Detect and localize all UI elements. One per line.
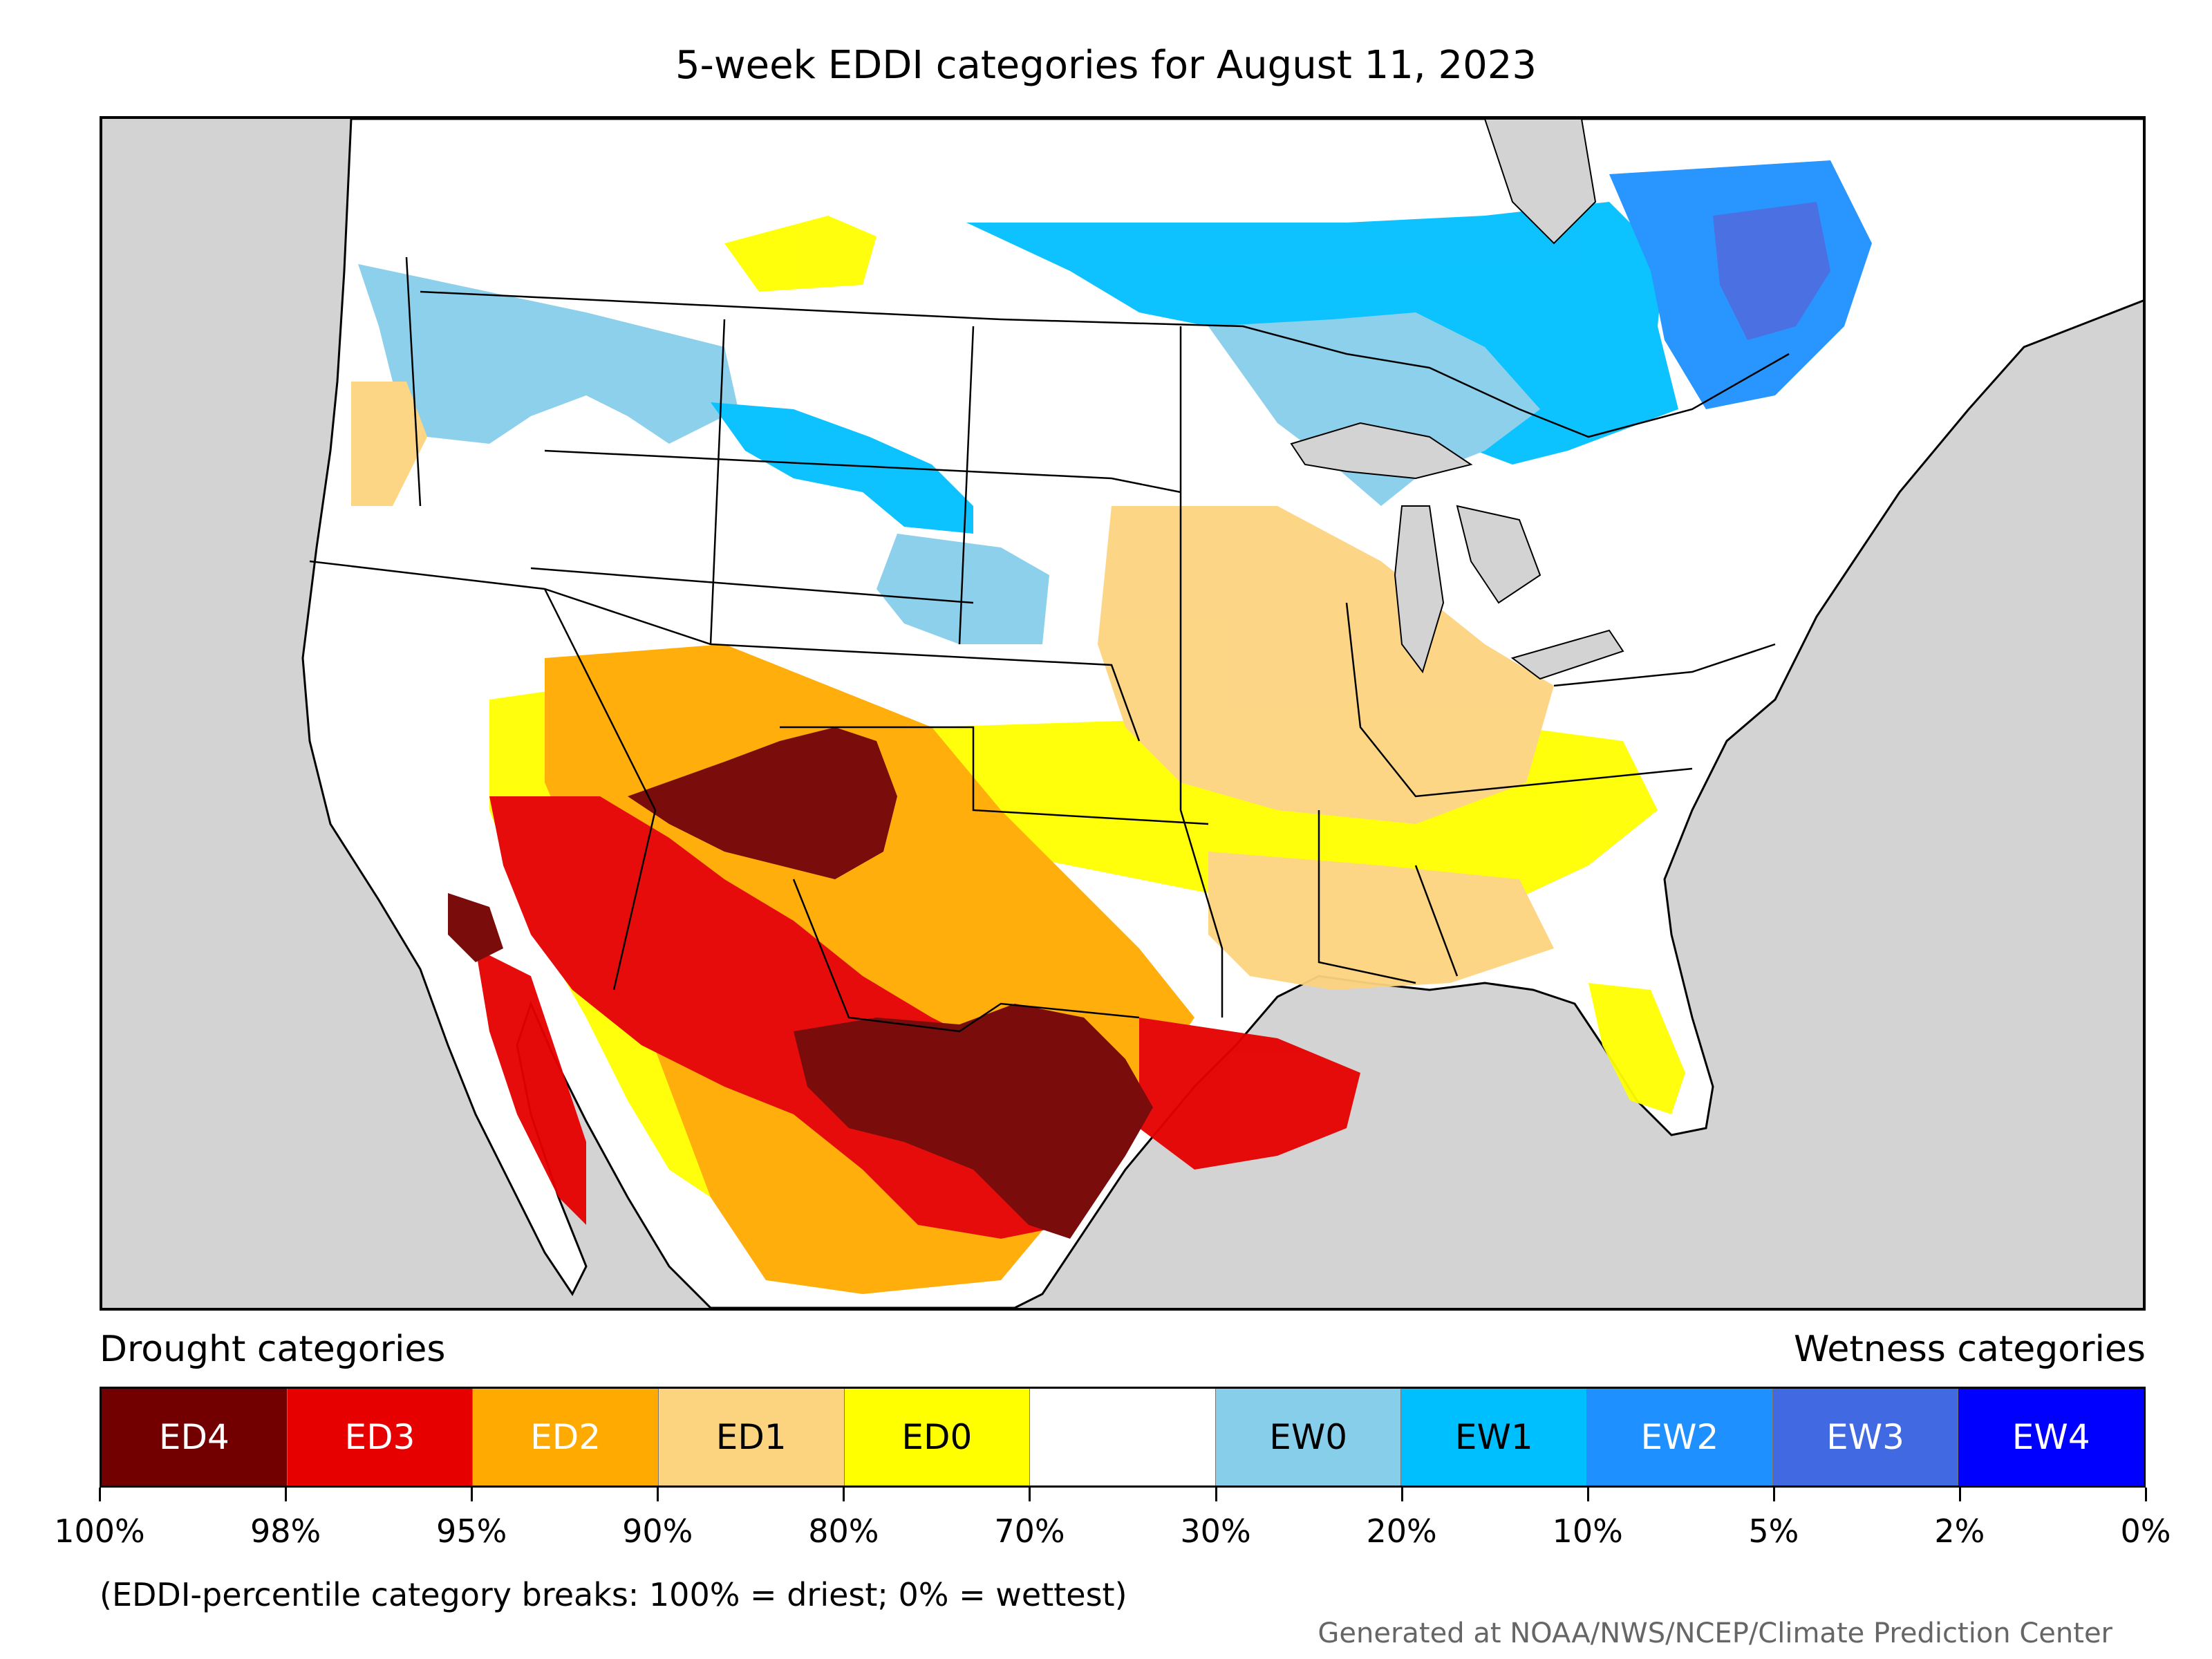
patch-ew1-rockies [711,402,973,534]
patch-ed0-florida [1588,983,1685,1114]
state-boundaries [309,256,1790,1033]
colorbar-ticks [99,1488,2147,1503]
colorbar-tick [1586,1488,1589,1501]
colorbar-cell-ed4: ED4 [102,1389,288,1485]
eddi-patches [351,160,1872,1294]
colorbar-tick-label: 0% [2120,1512,2171,1550]
colorbar-cell-ew1: EW1 [1401,1389,1588,1485]
colorbar-tick [471,1488,474,1501]
patch-ed1-west [351,382,427,506]
colorbar-cell-ew0: EW0 [1215,1389,1402,1485]
wetness-categories-heading: Wetness categories [1794,1329,2146,1370]
colorbar-cell-ed1: ED1 [658,1389,845,1485]
boundary-line-11 [1553,643,1776,687]
colorbar-tick-label: 2% [1934,1512,1985,1550]
colorbar-tick-label: 80% [808,1512,879,1550]
colorbar-tick [1029,1488,1031,1501]
lake-superior [1290,422,1473,480]
colorbar-tick [657,1488,659,1501]
boundary-line-13 [543,588,657,991]
colorbar-tick-label: 90% [622,1512,693,1550]
lake-erie [1510,629,1624,680]
patch-ed4-texas [794,1004,1153,1239]
boundary-line-1 [709,319,1141,742]
boundary-line-5 [530,567,974,604]
colorbar-cell-ew4: EW4 [1958,1389,2144,1485]
category-breaks-footnote: (EDDI-percentile category breaks: 100% =… [100,1576,1127,1613]
colorbar-tick-label: 5% [1748,1512,1799,1550]
patch-ew0-plains [877,534,1049,644]
boundary-line-6 [780,726,1209,825]
colorbar-tick [843,1488,845,1501]
colorbar-cell-ew2: EW2 [1587,1389,1773,1485]
category-colorbar: ED4 ED3 ED2 ED1 ED0 EW0 EW1 EW2 EW3 EW4 [100,1387,2146,1488]
colorbar-cell-neutral [1030,1389,1216,1485]
patch-ed4-southwest [628,727,897,879]
patch-ed1-midwest [1098,506,1554,824]
hudson-bay-edge [1483,119,1597,245]
colorbar-tick-label: 20% [1366,1512,1437,1550]
patch-ew3-quebec [1713,202,1830,340]
boundary-line-7 [792,879,1140,1033]
boundary-line-4 [544,449,1181,494]
colorbar-tick-label: 95% [436,1512,507,1550]
colorbar-tick [2145,1488,2147,1501]
boundary-line-2 [958,326,975,645]
colorbar-tick-label: 100% [54,1512,145,1550]
lake-huron [1456,505,1541,604]
us-canada-border [420,290,1790,438]
map-panel [100,116,2146,1311]
colorbar-tick-label: 98% [250,1512,321,1550]
map-canvas [102,119,2143,1308]
boundary-line-8 [1318,810,1416,984]
colorbar-cell-ed2: ED2 [473,1389,659,1485]
boundary-line-14 [405,256,422,507]
credit-line: Generated at NOAA/NWS/NCEP/Climate Predi… [1318,1618,2112,1649]
map-title: 5-week EDDI categories for August 11, 20… [675,43,1537,88]
patch-ed3-gulf [1139,1018,1360,1170]
boundary-line-9 [1414,865,1459,977]
colorbar-cell-ew3: EW3 [1772,1389,1959,1485]
colorbar-tick [99,1488,101,1501]
patch-ed4-baja [448,893,503,962]
colorbar-cell-ed3: ED3 [287,1389,474,1485]
colorbar-tick [1400,1488,1403,1501]
colorbar-tick-label: 10% [1552,1512,1623,1550]
colorbar-tick [1772,1488,1775,1501]
colorbar-tick [1215,1488,1217,1501]
patch-ew0-pnw [358,264,738,444]
patch-ed3-baja [476,948,586,1225]
patch-ed0-north [724,216,877,292]
drought-categories-heading: Drought categories [100,1329,446,1370]
colorbar-tick-label: 70% [994,1512,1065,1550]
colorbar-tick [1958,1488,1961,1501]
colorbar-tick [285,1488,288,1501]
colorbar-cell-ed0: ED0 [844,1389,1031,1485]
great-lakes [1290,119,1624,680]
boundary-line-10 [1345,602,1693,798]
patch-ed1-south [1208,852,1554,990]
boundary-line-3 [1179,326,1224,1018]
colorbar-tick-label: 30% [1180,1512,1251,1550]
lake-michigan [1394,505,1445,674]
